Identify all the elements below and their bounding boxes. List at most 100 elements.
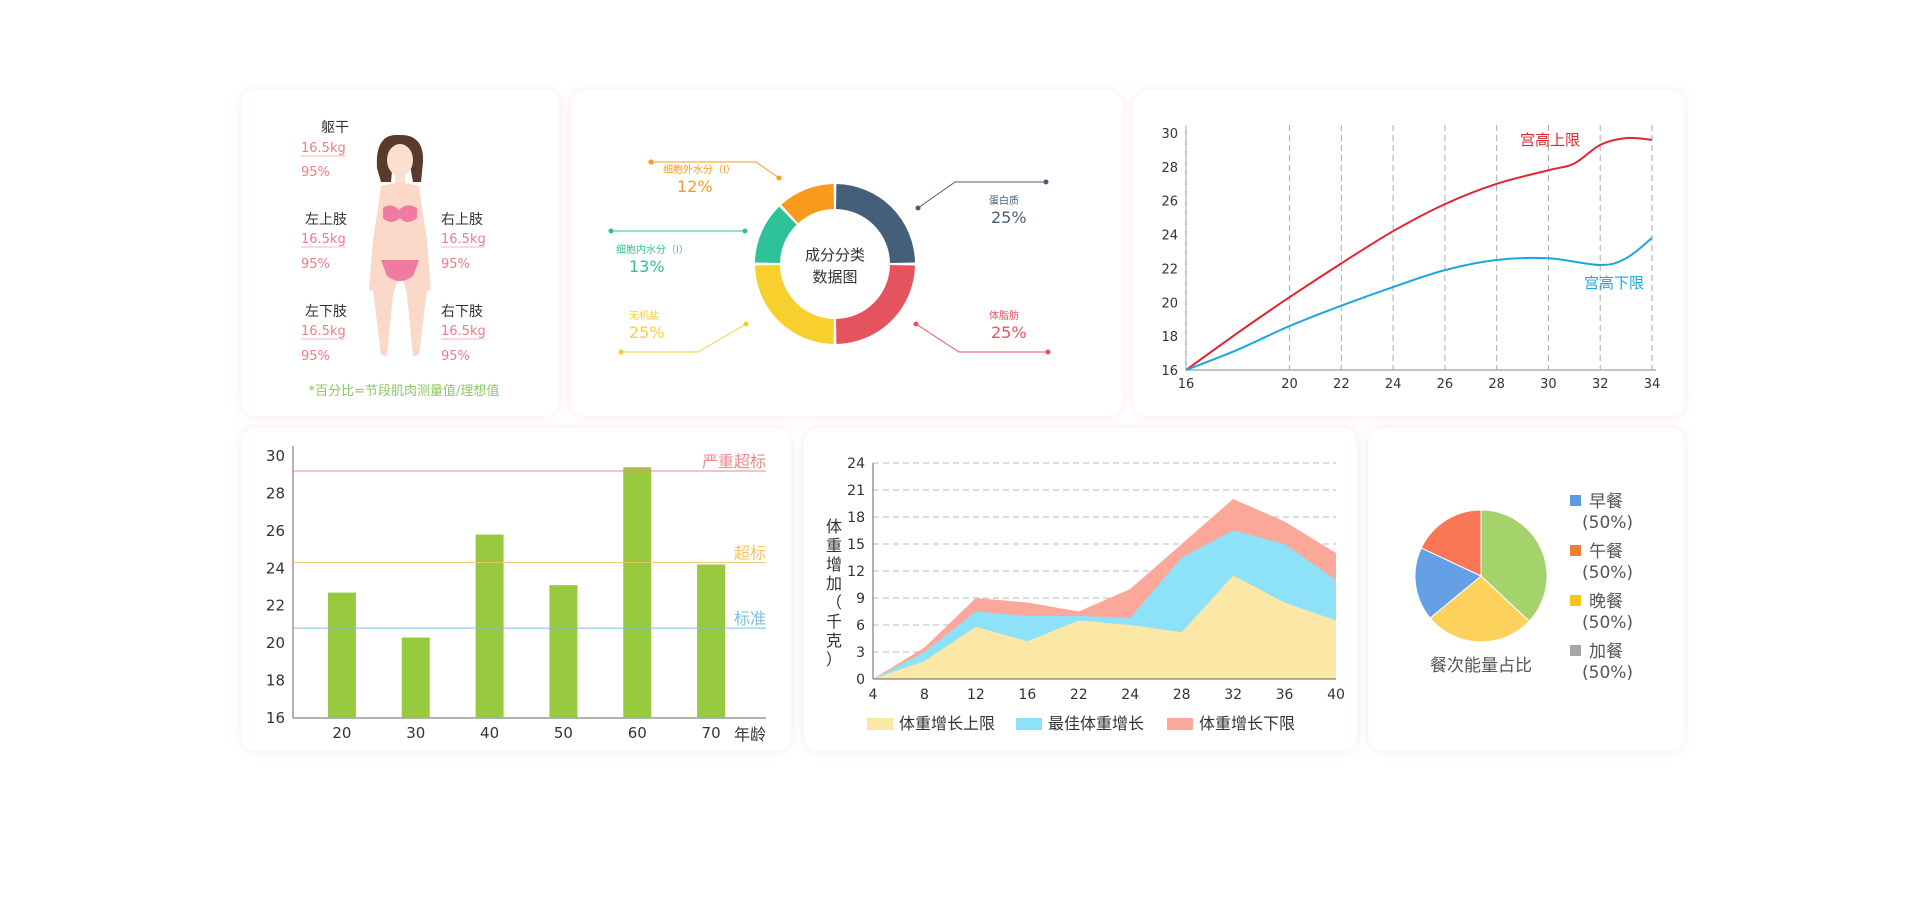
donut-slice — [835, 264, 915, 344]
callout-line — [651, 161, 780, 179]
bar — [697, 564, 726, 718]
legend-percent: (50%) — [1582, 613, 1633, 633]
callout-dot — [742, 228, 748, 234]
legend-swatch — [1016, 718, 1042, 730]
donut-slice — [755, 264, 835, 344]
y-tick-label: 0 — [856, 672, 865, 688]
x-tick-label: 60 — [628, 724, 647, 742]
y-tick-label: 16 — [266, 709, 285, 727]
legend-label: 晚餐 — [1589, 592, 1623, 612]
legend-percent: (50%) — [1582, 663, 1633, 683]
pie-title: 餐次能量占比 — [1430, 656, 1532, 676]
donut-center-label: 成分分类 — [805, 246, 865, 264]
female-body-illustration — [369, 135, 431, 356]
x-tick-label: 40 — [1327, 687, 1345, 703]
y-axis-label-char: （ — [826, 593, 842, 612]
x-tick-label: 30 — [1540, 377, 1557, 392]
callout-line — [621, 323, 747, 353]
bar — [475, 534, 504, 718]
fundal-height-card: 16 20 22 24 26 28 30 32 34 16 18 20 22 24 26 28 30 宫高上限 宫高… — [1134, 90, 1685, 416]
series-line — [1185, 136, 1653, 371]
x-tick-label: 28 — [1488, 377, 1505, 392]
y-tick-label: 18 — [266, 672, 285, 690]
y-tick-label: 20 — [1161, 296, 1178, 311]
slice-percent-label: 25% — [991, 208, 1027, 227]
segment-percent: 95% — [441, 257, 470, 272]
segment-weight: 16.5kg — [301, 232, 346, 247]
y-tick-label: 22 — [1161, 262, 1178, 277]
legend-percent: (50%) — [1582, 563, 1633, 583]
y-tick-label: 20 — [266, 634, 285, 652]
x-tick-label: 32 — [1592, 377, 1609, 392]
x-tick-label: 70 — [702, 724, 721, 742]
legend-label: 最佳体重增长 — [1048, 714, 1144, 733]
y-tick-label: 9 — [856, 591, 865, 607]
legend-swatch — [1570, 545, 1581, 556]
series-line — [1185, 237, 1653, 371]
x-tick-label: 22 — [1333, 377, 1350, 392]
donut-center-label: 数据图 — [812, 268, 857, 286]
x-tick-label: 22 — [1070, 687, 1088, 703]
x-tick-label: 20 — [332, 724, 351, 742]
reference-line-label: 超标 — [734, 544, 766, 563]
composition-donut-card: 成分分类 数据图 蛋白质 25% 体脂肪 25% 无机盐 25% 细胞内水分（l） 13% 细胞外水… — [571, 90, 1122, 416]
x-tick-label: 32 — [1224, 687, 1242, 703]
pie-slice — [1429, 575, 1530, 643]
slice-percent-label: 25% — [991, 323, 1027, 342]
y-tick-label: 28 — [266, 484, 285, 502]
x-tick-label: 50 — [554, 724, 573, 742]
segment-weight: 16.5kg — [301, 324, 346, 339]
callout-dot — [608, 228, 614, 234]
segment-percent: 95% — [301, 257, 330, 272]
y-axis-label-char: 千 — [826, 612, 842, 631]
x-tick-label: 36 — [1276, 687, 1294, 703]
reference-line-label: 严重超标 — [702, 452, 766, 471]
x-tick-label: 12 — [967, 687, 985, 703]
slice-percent-label: 13% — [629, 257, 665, 276]
legend-swatch — [1570, 645, 1581, 656]
segment-weight: 16.5kg — [441, 324, 486, 339]
slice-percent-label: 25% — [629, 323, 665, 342]
y-tick-label: 26 — [266, 522, 285, 540]
segment-weight: 16.5kg — [301, 141, 346, 156]
y-axis-label-char: ） — [826, 650, 842, 669]
x-tick-label: 8 — [920, 687, 929, 703]
fundal-height-line-chart: 16 20 22 24 26 28 30 32 34 16 18 20 22 24 26 28 30 宫高上限宫高… — [1161, 125, 1661, 392]
slice-name-label: 细胞外水分（l） — [663, 163, 736, 176]
y-tick-label: 6 — [856, 618, 865, 634]
y-axis-label-char: 体 — [826, 517, 842, 536]
callout-dot — [743, 321, 749, 327]
y-tick-label: 22 — [266, 597, 285, 615]
y-tick-label: 24 — [266, 559, 285, 577]
meal-energy-card: 餐次能量占比 早餐 (50%) 午餐 (50%) 晚餐 (50%) 加餐 (50%) — [1368, 428, 1685, 751]
segment-percent: 95% — [301, 349, 330, 364]
x-tick-label: 16 — [1178, 377, 1195, 392]
x-tick-label: 4 — [869, 687, 878, 703]
y-axis-label-char: 加 — [826, 574, 842, 593]
callout-dot — [1043, 179, 1049, 185]
y-tick-label: 24 — [847, 456, 865, 472]
donut-slice — [755, 206, 797, 264]
legend-label: 午餐 — [1589, 542, 1623, 562]
x-tick-label: 24 — [1121, 687, 1139, 703]
y-axis-label-char: 重 — [826, 536, 842, 555]
y-tick-label: 30 — [1161, 127, 1178, 142]
slice-name-label: 体脂肪 — [989, 309, 1019, 322]
x-tick-label: 16 — [1018, 687, 1036, 703]
donut-slice — [781, 184, 835, 224]
x-tick-label: 34 — [1644, 377, 1661, 392]
callout-dot — [913, 321, 919, 327]
legend-swatch — [1570, 595, 1581, 606]
area-series — [873, 575, 1336, 679]
callout-dot — [648, 159, 654, 165]
legend-percent: (50%) — [1582, 513, 1633, 533]
percent-footnote: *百分比=节段肌肉测量值/理想值 — [309, 383, 500, 399]
y-tick-label: 12 — [847, 564, 865, 580]
y-tick-label: 3 — [856, 645, 865, 661]
segment-name: 左下肢 — [305, 304, 347, 320]
y-tick-label: 15 — [847, 537, 865, 553]
slice-name-label: 无机盐 — [629, 309, 659, 322]
